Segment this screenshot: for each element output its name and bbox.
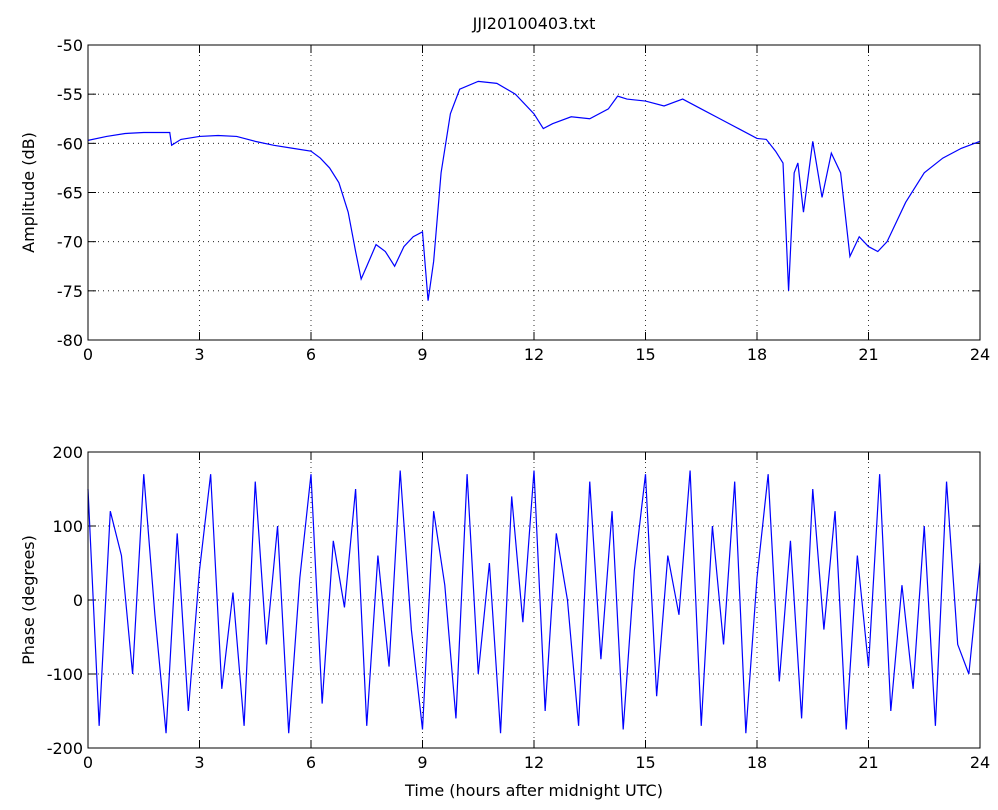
data-line xyxy=(87,470,981,734)
x-tick-label: 3 xyxy=(194,345,204,364)
x-tick-label: 15 xyxy=(635,753,655,772)
x-tick-label: 6 xyxy=(306,345,316,364)
x-tick-label: 15 xyxy=(635,345,655,364)
x-tick-label: 21 xyxy=(858,753,878,772)
x-tick-label: 0 xyxy=(83,345,93,364)
y-tick-label: -55 xyxy=(57,85,83,104)
axes-box xyxy=(87,44,981,341)
y-tick-label: -50 xyxy=(57,36,83,55)
x-tick-label: 18 xyxy=(747,753,767,772)
y-tick-label: 200 xyxy=(52,443,83,462)
x-tick-label: 12 xyxy=(524,345,544,364)
y-tick-label: -200 xyxy=(47,739,83,758)
y-axis-label: Amplitude (dB) xyxy=(19,132,38,253)
x-tick-label: 18 xyxy=(747,345,767,364)
x-tick-label: 3 xyxy=(194,753,204,772)
x-tick-label: 9 xyxy=(417,345,427,364)
x-tick-label: 9 xyxy=(417,753,427,772)
y-tick-label: 0 xyxy=(73,591,83,610)
x-tick-label: 24 xyxy=(970,753,990,772)
x-tick-label: 12 xyxy=(524,753,544,772)
data-line xyxy=(87,80,981,301)
x-tick-label: 21 xyxy=(858,345,878,364)
x-axis-label: Time (hours after midnight UTC) xyxy=(404,781,663,800)
y-tick-label: -80 xyxy=(57,331,83,350)
y-tick-label: -65 xyxy=(57,184,83,203)
y-tick-label: -70 xyxy=(57,233,83,252)
y-tick-label: -60 xyxy=(57,134,83,153)
x-tick-label: 6 xyxy=(306,753,316,772)
y-tick-label: -100 xyxy=(47,665,83,684)
x-tick-label: 0 xyxy=(83,753,93,772)
y-axis-label: Phase (degrees) xyxy=(19,535,38,665)
y-tick-label: -75 xyxy=(57,282,83,301)
x-tick-label: 24 xyxy=(970,345,990,364)
axes-box xyxy=(87,451,981,749)
y-tick-label: 100 xyxy=(52,517,83,536)
chart-title: JJI20100403.txt xyxy=(472,14,596,33)
